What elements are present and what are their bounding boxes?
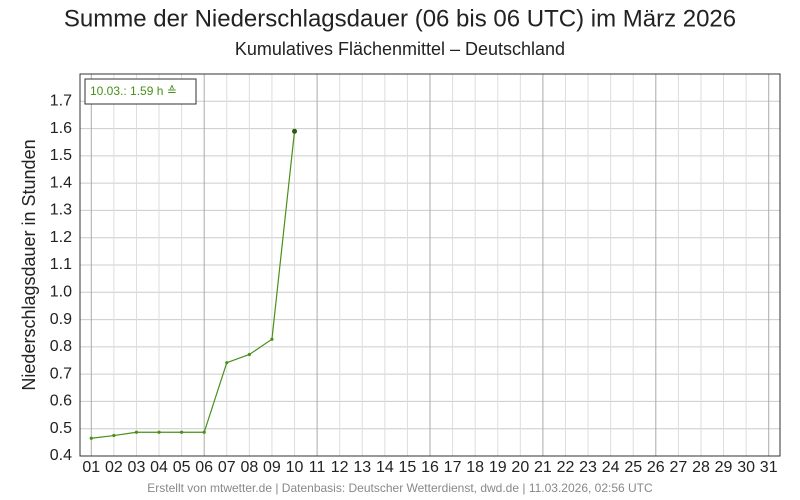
data-point (225, 361, 229, 365)
y-tick-label: 1.3 (50, 202, 72, 219)
data-point (202, 430, 206, 434)
annotation: 10.03.: 1.59 h ≙ (90, 84, 177, 98)
x-tick-label: 26 (647, 459, 665, 476)
footer: Erstellt von mtwetter.de | Datenbasis: D… (147, 481, 653, 495)
y-tick-label: 0.6 (50, 393, 72, 410)
x-tick-label: 09 (263, 459, 281, 476)
x-tick-label: 24 (602, 459, 620, 476)
x-tick-label: 29 (715, 459, 733, 476)
y-axis-label: Niederschlagsdauer in Stunden (19, 139, 39, 390)
y-tick-label: 0.7 (50, 365, 72, 382)
x-tick-label: 30 (737, 459, 755, 476)
x-tick-label: 27 (669, 459, 687, 476)
x-tick-label: 02 (105, 459, 123, 476)
x-tick-label: 20 (511, 459, 529, 476)
chart-subtitle: Kumulatives Flächenmittel – Deutschland (235, 39, 565, 59)
y-tick-label: 1.6 (50, 120, 72, 137)
x-tick-label: 18 (466, 459, 484, 476)
y-tick-label: 1.5 (50, 147, 72, 164)
x-tick-label: 07 (218, 459, 236, 476)
x-tick-label: 28 (692, 459, 710, 476)
data-point (112, 433, 116, 438)
y-tick-label: 0.4 (50, 447, 72, 464)
x-tick-label: 23 (579, 459, 597, 476)
x-tick-label: 06 (195, 459, 213, 476)
x-tick-label: 05 (173, 459, 191, 476)
x-tick-label: 14 (376, 459, 394, 476)
x-tick-label: 01 (82, 459, 100, 476)
data-point (292, 128, 298, 134)
x-tick-label: 03 (128, 459, 146, 476)
y-tick-label: 1.4 (50, 174, 72, 191)
data-point (89, 436, 93, 440)
data-point (247, 352, 251, 357)
y-tick-label: 1.2 (50, 229, 72, 246)
x-tick-label: 15 (399, 459, 417, 476)
data-point (180, 430, 184, 434)
data-line (91, 131, 296, 439)
plot-frame (79, 73, 781, 457)
x-tick-label: 04 (150, 459, 168, 476)
x-tick-label: 16 (421, 459, 439, 476)
y-tick-label: 0.5 (50, 420, 72, 437)
x-tick-label: 10 (286, 459, 304, 476)
data-point (270, 337, 274, 341)
data-point (134, 430, 139, 434)
chart-title: Summe der Niederschlagsdauer (06 bis 06 … (64, 5, 736, 32)
x-tick-label: 31 (760, 459, 778, 476)
x-tick-label: 11 (309, 459, 326, 476)
y-tick-label: 1.1 (50, 256, 72, 273)
x-tick-label: 17 (444, 459, 462, 476)
y-tick-label: 1.7 (50, 93, 72, 110)
x-tick-label: 21 (534, 459, 552, 476)
y-tick-label: 0.9 (50, 311, 72, 328)
x-tick-label: 08 (240, 459, 258, 476)
data-point (157, 430, 161, 434)
x-tick-label: 19 (489, 459, 507, 476)
x-tick-label: 25 (624, 459, 642, 476)
y-tick-label: 1.0 (50, 284, 72, 301)
x-tick-label: 12 (331, 459, 349, 476)
y-tick-label: 0.8 (50, 338, 72, 355)
annotation-box (84, 78, 197, 105)
x-tick-label: 13 (353, 459, 371, 476)
x-tick-label: 22 (557, 459, 575, 476)
